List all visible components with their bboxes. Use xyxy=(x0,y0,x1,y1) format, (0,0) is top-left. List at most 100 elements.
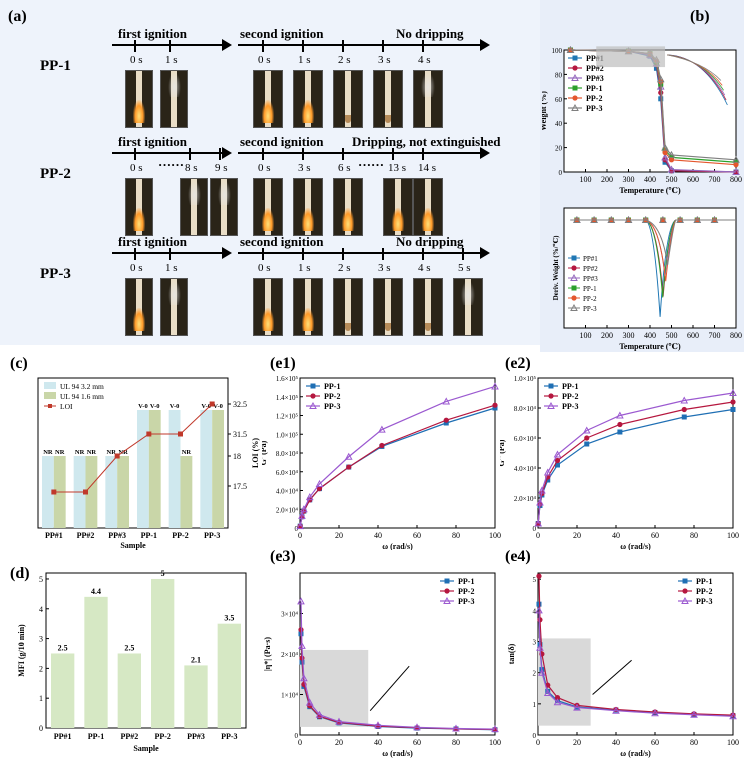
time-tick xyxy=(342,40,344,52)
series-line xyxy=(570,219,736,298)
y-tick-label: 80 xyxy=(555,71,563,79)
sample-label: PP-3 xyxy=(40,266,71,282)
legend-marker xyxy=(572,65,578,71)
loi-point xyxy=(51,489,57,495)
y-tick-label: 8.0×10⁴ xyxy=(276,450,299,458)
x-axis-label: Temperature (℃) xyxy=(619,186,681,195)
data-point xyxy=(729,388,737,396)
y-tick-label: 2.0×10⁴ xyxy=(276,506,299,514)
sample-strip xyxy=(305,71,312,127)
x-tick-label: 600 xyxy=(687,331,699,340)
x-tick-label: 600 xyxy=(687,175,699,184)
x-tick-label: 500 xyxy=(666,331,678,340)
y-tick-label: 3 xyxy=(39,635,43,644)
data-point xyxy=(732,167,740,175)
flame xyxy=(133,100,145,123)
x-tick-label: PP-3 xyxy=(221,732,237,741)
ellipsis: …… xyxy=(158,154,184,169)
legend-marker xyxy=(570,273,578,281)
y-axis-label: tan(δ) xyxy=(507,643,516,664)
legend-entry: PP-1 xyxy=(696,577,712,586)
char xyxy=(385,322,392,331)
data-point xyxy=(335,717,343,725)
data-point xyxy=(612,706,620,714)
series-line xyxy=(570,219,736,317)
time-tick xyxy=(189,148,191,160)
time-label: 0 s xyxy=(130,262,143,274)
x-tick-label: 700 xyxy=(709,175,721,184)
series-line xyxy=(538,576,734,716)
data-point xyxy=(693,215,702,223)
ellipsis: …… xyxy=(358,154,384,169)
data-point xyxy=(346,464,352,470)
y-tick-label: 1.0×10⁵ xyxy=(276,431,299,439)
smoke xyxy=(167,72,181,98)
time-label: 1 s xyxy=(298,54,311,66)
flame-photo xyxy=(125,278,153,336)
sample-label: PP-2 xyxy=(40,166,71,182)
x-tick-label: 100 xyxy=(727,738,739,747)
flame xyxy=(133,308,145,331)
second-ignition-label: second ignition xyxy=(240,134,324,149)
x-tick-label: 200 xyxy=(601,331,613,340)
bar-value-label: 5 xyxy=(161,569,165,578)
second-ignition-arrow xyxy=(238,147,490,159)
data-point xyxy=(555,462,560,468)
flame-photo xyxy=(125,178,153,236)
data-point xyxy=(379,442,385,449)
y-axis-label: Deriv. Weight (%/℃) xyxy=(552,235,560,301)
y-tick-label: 31.5 xyxy=(233,430,247,439)
data-point xyxy=(305,698,314,706)
x-tick-label: 40 xyxy=(612,738,620,747)
legend-marker xyxy=(572,85,578,91)
time-label: 4 s xyxy=(418,262,431,274)
panel-b-label: (b) xyxy=(690,8,710,25)
sample-strip xyxy=(345,71,352,127)
time-tick xyxy=(422,40,424,52)
flame xyxy=(341,208,355,231)
zoom-region xyxy=(300,649,369,727)
time-label: 1 s xyxy=(298,262,311,274)
data-point xyxy=(537,617,543,623)
x-tick-label: 60 xyxy=(651,738,659,747)
ul94-32-bar xyxy=(168,410,181,528)
smoke xyxy=(421,72,435,98)
data-point xyxy=(300,505,308,513)
data-point xyxy=(534,519,543,527)
mfi-bar xyxy=(117,653,141,728)
y-tick-label: 0 xyxy=(533,525,537,533)
flame-photo xyxy=(383,178,413,236)
legend-entry: UL 94 3.2 mm xyxy=(60,382,104,391)
x-tick-label: 80 xyxy=(690,531,698,540)
y-tick-label: 1.0×10⁵ xyxy=(514,375,537,383)
sample-strip xyxy=(425,179,432,235)
legend-entry: PP-1 xyxy=(562,382,578,391)
legend-marker xyxy=(570,303,578,311)
inset-curve xyxy=(667,54,722,81)
zoom-region xyxy=(538,638,591,726)
series-line xyxy=(570,219,736,265)
time-tick xyxy=(382,40,384,52)
x-tick-label: 400 xyxy=(644,331,656,340)
bar-value-label: 2.5 xyxy=(124,643,134,652)
zoom-region xyxy=(596,46,666,68)
time-tick xyxy=(134,40,136,52)
flame xyxy=(261,308,275,331)
time-label: 6 s xyxy=(338,162,351,174)
legend-entry: PP-3 xyxy=(324,402,340,411)
time-tick xyxy=(392,148,394,160)
y-axis-label: MFI (g/10 min) xyxy=(17,624,26,677)
complex-viscosity-chart: 0 20 40 60 80 100 0 1×10⁴ 2×10⁴ 3×10⁴ ω (rad/s) |η*… xyxy=(263,572,501,758)
ul94-16-bar xyxy=(85,456,98,528)
legend-marker xyxy=(310,393,316,399)
x-tick-label: 0 xyxy=(298,738,302,747)
x-tick-label: 20 xyxy=(335,531,343,540)
legend-swatch xyxy=(44,392,56,399)
y-tick-label: 40 xyxy=(555,120,563,128)
data-point xyxy=(681,406,687,413)
legend-marker xyxy=(571,73,579,81)
legend-marker xyxy=(571,265,577,271)
data-point xyxy=(582,426,591,434)
char xyxy=(385,114,392,123)
first-ignition-label: first ignition xyxy=(118,26,187,41)
